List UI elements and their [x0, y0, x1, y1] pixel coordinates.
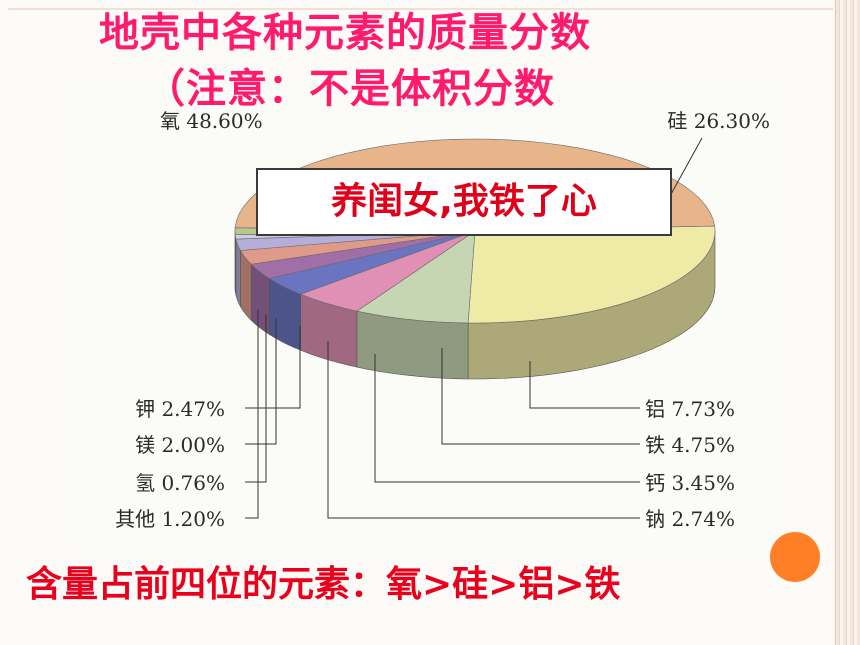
- leader-line-7: [245, 326, 301, 409]
- leader-line-8: [245, 318, 277, 445]
- leader-line-10: [245, 310, 259, 519]
- slice-label-6: 钠 2.74%: [645, 507, 735, 531]
- slide-frame-right: [835, 0, 860, 645]
- slice-label-9: 氢 0.76%: [135, 471, 225, 495]
- chart-panel: 氧 48.60% 硅 26.30% 铝 7.73% 铁 4.75% 钙 3.45% 钠 2…: [70, 86, 780, 548]
- pie-slice-5: [268, 230, 476, 295]
- pie-slice-6: [250, 230, 476, 279]
- leader-line-5: [374, 354, 640, 483]
- leader-line-9: [245, 314, 267, 483]
- mnemonic-box: 养闺女,我铁了心: [256, 168, 672, 236]
- pie-side-walls: [234, 230, 716, 380]
- leader-line-2: [669, 137, 703, 197]
- slice-label-7: 钾 2.47%: [135, 397, 225, 421]
- slice-label-2: 硅 26.30%: [667, 109, 770, 133]
- conclusion-text: 含量占前四位的元素：氧>硅>铝>铁: [26, 564, 621, 605]
- pie-slice-2: [467, 225, 716, 324]
- leader-line-6: [327, 341, 640, 519]
- pie-slice-7: [240, 230, 476, 265]
- pie-slice-4: [299, 230, 476, 312]
- slice-label-4: 铁 4.75%: [645, 433, 735, 457]
- slide-subtitle: （注意：不是体积分数: [145, 66, 555, 112]
- leader-line-4: [441, 348, 640, 445]
- orange-dot-decoration: [770, 532, 820, 582]
- frame-top-line: [8, 8, 833, 10]
- pie-chart: 氧 48.60% 硅 26.30% 铝 7.73% 铁 4.75% 钙 3.45% 钠 2…: [115, 109, 770, 531]
- slice-label-8: 镁 2.00%: [135, 433, 225, 457]
- pie-slice-3: [356, 230, 476, 324]
- slice-label-10: 其他 1.20%: [115, 507, 225, 531]
- leader-line-3: [529, 361, 640, 409]
- slice-label-5: 钙 3.45%: [645, 471, 735, 495]
- slice-label-3: 铝 7.73%: [645, 397, 735, 421]
- slice-label-1: 氧 48.60%: [160, 109, 263, 133]
- slide-title: 地壳中各种元素的质量分数: [99, 10, 591, 56]
